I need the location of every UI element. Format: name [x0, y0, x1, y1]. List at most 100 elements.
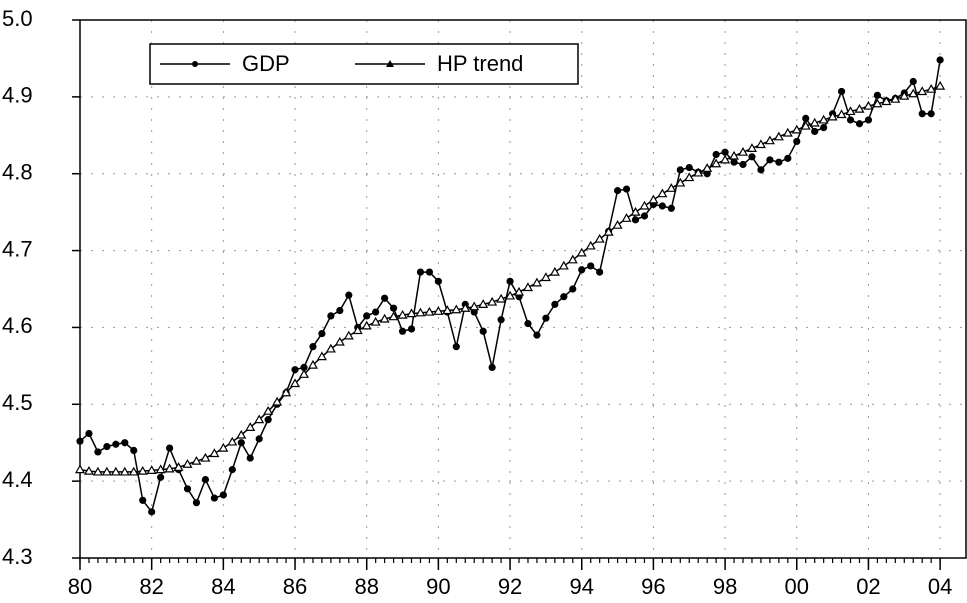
point — [334, 336, 345, 346]
x-tick-label: 90 — [426, 574, 450, 599]
point — [388, 311, 399, 321]
point — [298, 369, 310, 378]
point — [631, 216, 640, 224]
point — [936, 56, 944, 64]
point — [909, 77, 917, 86]
point — [246, 454, 254, 462]
point — [173, 462, 184, 471]
point — [739, 160, 747, 169]
point — [219, 491, 227, 499]
y-tick-label: 4.6 — [2, 313, 33, 338]
point — [820, 123, 828, 132]
point — [415, 307, 426, 317]
point — [497, 316, 505, 324]
point — [236, 429, 247, 439]
point — [818, 114, 829, 124]
point — [318, 329, 326, 338]
point — [363, 312, 371, 320]
point — [757, 166, 765, 174]
point — [424, 306, 435, 316]
point — [406, 308, 417, 318]
point — [549, 266, 560, 276]
point — [336, 306, 344, 315]
point — [452, 343, 460, 351]
point — [837, 87, 846, 96]
point — [784, 154, 792, 162]
point — [639, 200, 650, 210]
point — [640, 212, 649, 220]
x-tick-label: 94 — [569, 574, 593, 599]
point — [505, 290, 516, 300]
point — [603, 226, 614, 236]
legend-label: HP trend — [437, 51, 523, 76]
point — [164, 463, 175, 473]
point — [729, 150, 740, 160]
x-tick-label: 98 — [713, 574, 737, 599]
point — [712, 150, 720, 159]
point — [533, 331, 541, 339]
point — [442, 305, 453, 315]
point — [478, 299, 489, 308]
x-tick-label: 80 — [68, 574, 92, 599]
point — [522, 282, 534, 292]
point — [316, 351, 327, 361]
point — [121, 439, 129, 447]
point — [264, 416, 272, 424]
point — [926, 83, 937, 93]
point — [513, 286, 525, 296]
point — [83, 465, 94, 475]
point — [587, 262, 595, 270]
y-tick-label: 4.7 — [2, 236, 33, 261]
point — [92, 466, 103, 476]
point — [711, 158, 722, 168]
point — [245, 422, 256, 431]
point — [773, 131, 784, 141]
point — [119, 466, 130, 476]
point — [872, 98, 883, 108]
point — [585, 240, 596, 250]
point — [469, 301, 480, 311]
point — [272, 396, 283, 406]
point — [748, 153, 756, 161]
point — [289, 378, 301, 388]
point — [702, 163, 713, 172]
point — [578, 266, 586, 274]
point — [684, 172, 695, 182]
point — [191, 455, 202, 465]
point — [237, 439, 245, 447]
point — [309, 343, 317, 351]
point — [542, 314, 550, 322]
point — [389, 304, 398, 312]
point — [157, 473, 165, 481]
point — [675, 177, 686, 187]
legend-marker — [386, 60, 394, 67]
point — [863, 100, 874, 110]
point — [327, 312, 335, 320]
point — [130, 446, 138, 454]
point — [496, 293, 507, 303]
point — [381, 294, 389, 302]
point — [76, 437, 84, 445]
point — [845, 106, 856, 116]
point — [128, 466, 139, 476]
point — [811, 127, 819, 136]
point — [398, 327, 407, 335]
point — [648, 194, 659, 204]
point — [621, 213, 632, 222]
point — [307, 359, 318, 369]
point — [137, 465, 148, 475]
point — [775, 158, 783, 166]
point — [263, 405, 274, 415]
point — [737, 146, 749, 156]
legend-marker — [192, 61, 198, 67]
x-tick-label: 82 — [139, 574, 163, 599]
point — [766, 156, 774, 164]
y-tick-label: 4.9 — [2, 83, 33, 108]
point — [836, 109, 847, 119]
point — [935, 80, 946, 90]
point — [864, 116, 873, 124]
point — [685, 163, 693, 172]
legend-label: GDP — [242, 51, 290, 76]
point — [155, 464, 166, 474]
